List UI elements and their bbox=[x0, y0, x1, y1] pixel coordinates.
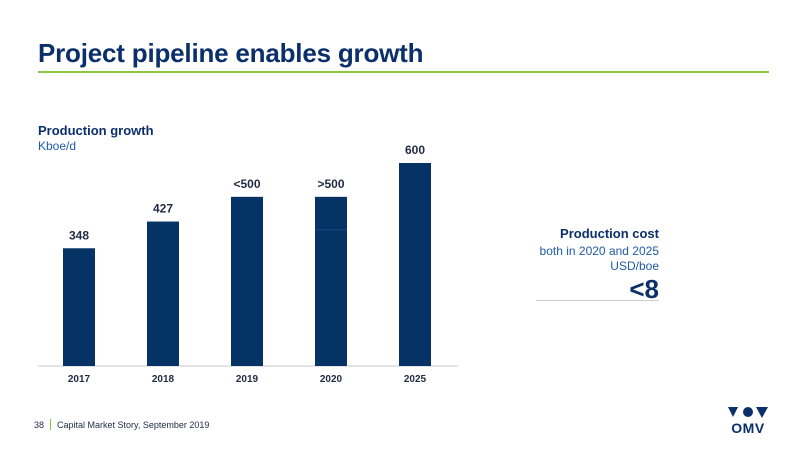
bar-2019 bbox=[231, 196, 263, 366]
omv-logo-mark-icon bbox=[728, 407, 768, 418]
x-tick-label-2020: 2020 bbox=[320, 374, 343, 385]
bar-2020 bbox=[315, 196, 347, 366]
omv-logo: OMV bbox=[726, 405, 770, 437]
page-number: 38 bbox=[34, 419, 45, 430]
production-cost-divider bbox=[536, 300, 659, 301]
omv-logo-text: OMV bbox=[731, 420, 765, 436]
x-tick-label-2017: 2017 bbox=[68, 374, 91, 385]
production-cost-box: Production cost both in 2020 and 2025 US… bbox=[459, 226, 659, 302]
bar-2017 bbox=[63, 248, 95, 366]
footer-separator bbox=[50, 419, 52, 430]
data-label-2020: >500 bbox=[317, 177, 344, 191]
footer-text: Capital Market Story, September 2019 bbox=[57, 419, 210, 430]
data-label-2018: 427 bbox=[153, 202, 173, 216]
x-tick-label-2025: 2025 bbox=[404, 374, 427, 385]
data-label-2025: 600 bbox=[405, 143, 425, 157]
production-cost-subtitle: both in 2020 and 2025 bbox=[539, 244, 659, 258]
chart-title: Production growth bbox=[38, 123, 154, 138]
page-title: Project pipeline enables growth bbox=[38, 38, 424, 68]
data-label-2017: 348 bbox=[69, 228, 89, 242]
x-tick-label-2019: 2019 bbox=[236, 374, 259, 385]
production-cost-value: <8 bbox=[629, 274, 659, 304]
data-label-2019: <500 bbox=[233, 177, 260, 191]
production-cost-unit: USD/boe bbox=[610, 259, 659, 273]
title-divider bbox=[38, 71, 769, 73]
footer: 38 Capital Market Story, September 2019 bbox=[34, 419, 209, 430]
chart-unit-label: Kboe/d bbox=[38, 139, 77, 153]
bar-2018 bbox=[147, 221, 179, 366]
bar-2025 bbox=[399, 163, 431, 366]
production-cost-title: Production cost bbox=[560, 226, 659, 241]
x-tick-label-2018: 2018 bbox=[152, 374, 175, 385]
